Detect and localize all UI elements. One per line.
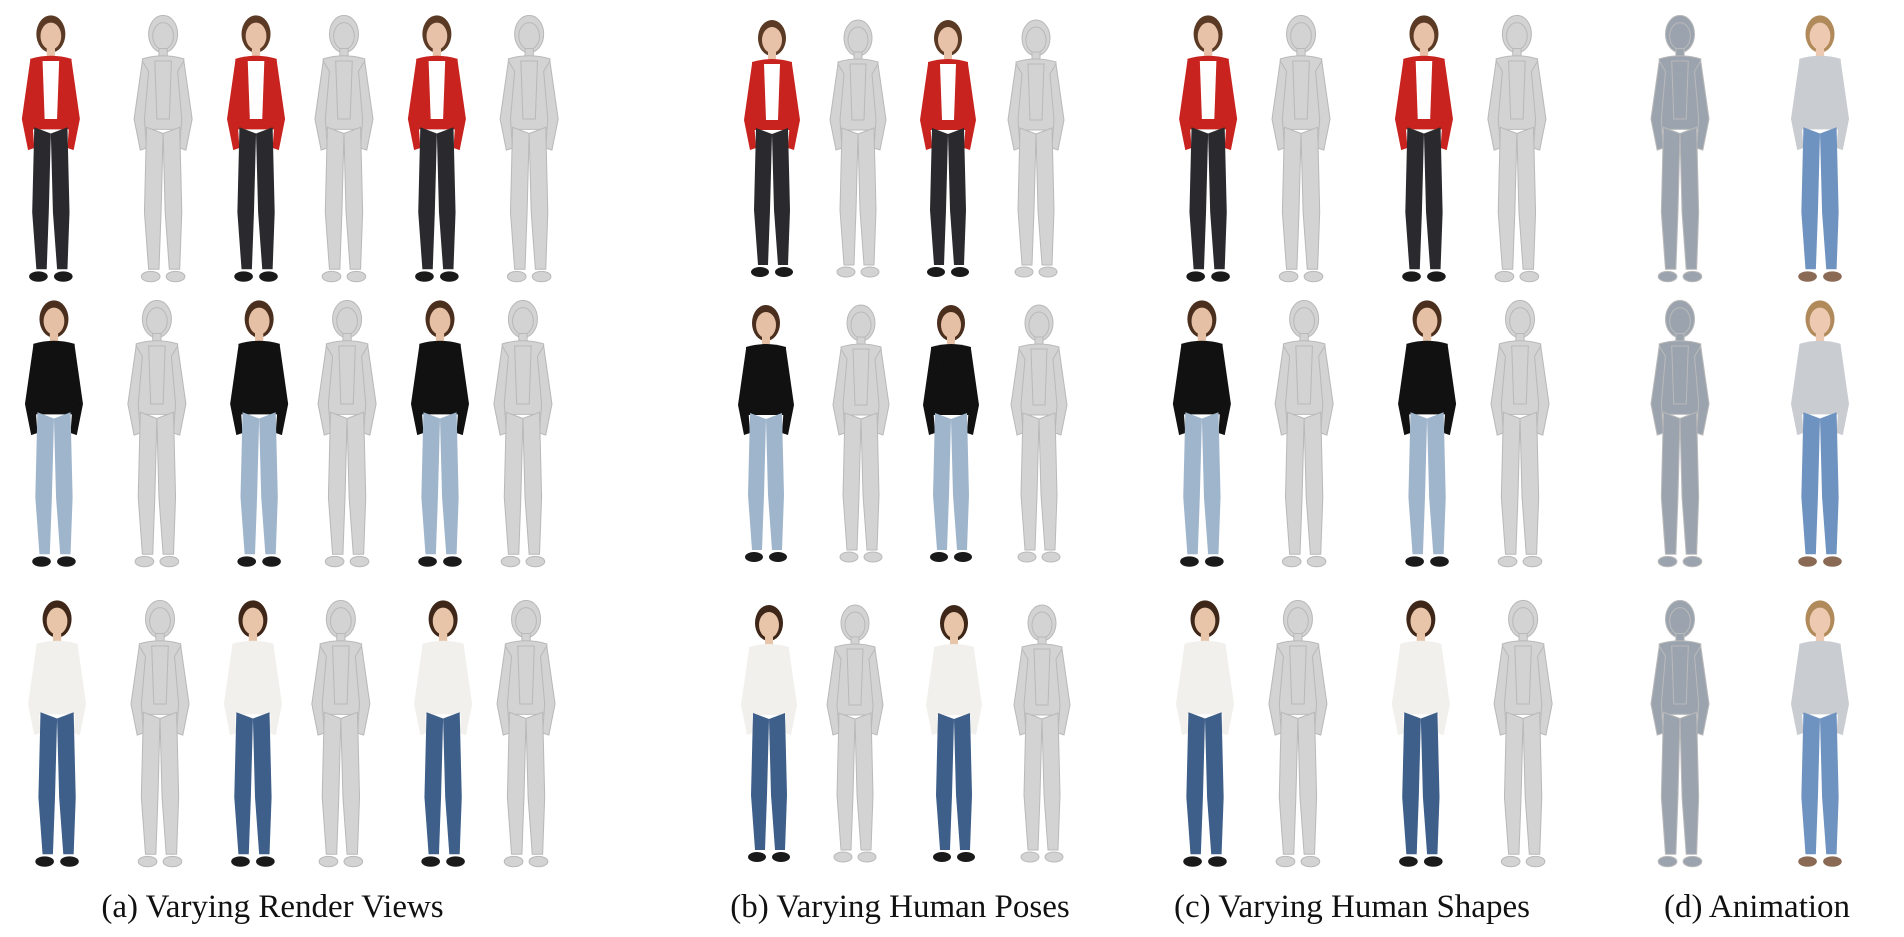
figure-mesh [290,590,400,875]
panel-varying-human-poses: (b) Varying Human Poses [710,0,1090,937]
figure-animated-avatar [1765,590,1875,875]
figure-animated-avatar [1765,5,1875,290]
figure-mesh [105,590,215,875]
panel-animation: (d) Animation [1610,0,1904,937]
figure-photo [900,5,1000,290]
figure-mesh [1465,5,1575,290]
caption-a: (a) Varying Render Views [101,889,444,925]
figure-mesh [1465,590,1575,875]
figure-mesh [808,590,908,875]
panel-varying-human-shapes: (c) Varying Human Shapes [1142,0,1562,937]
figure-mesh [1245,5,1355,290]
figure-smpl-body [1625,5,1735,290]
figure-mesh [290,290,400,575]
figure-photo [385,290,495,575]
figure-photo [200,5,310,290]
figure-mesh [808,290,908,575]
figure-animated-avatar [1765,290,1875,575]
figure-mesh [808,5,908,290]
figure-smpl-body [1625,290,1735,575]
figure-photo [1370,290,1480,575]
figure-mesh [990,590,1090,875]
caption-d: (d) Animation [1663,889,1851,925]
figure-photo [1150,5,1260,290]
figure-mesh [470,290,580,575]
caption-b: (b) Varying Human Poses [730,889,1070,925]
figure-photo [720,290,820,575]
figure-photo [1150,590,1260,875]
figure-photo [0,5,110,290]
figure-photo [0,290,110,575]
figure-photo [1150,290,1260,575]
figure-photo [1370,590,1480,875]
figure-photo [720,5,820,290]
figure-mesh [470,5,580,290]
figure-photo [385,590,495,875]
figure-photo [0,590,110,875]
figure-mesh [1245,290,1355,575]
caption-c: (c) Varying Human Shapes [1174,889,1530,925]
figure-photo [900,590,1000,875]
figure-mesh [470,590,580,875]
figure-photo [720,590,820,875]
figure-mesh [290,5,400,290]
figure-mesh [990,290,1090,575]
figure-photo [200,590,310,875]
panel-varying-render-views: (a) Varying Render Views [0,0,545,937]
figure-mesh [1245,590,1355,875]
figure-photo [900,290,1000,575]
figure-mesh [105,290,215,575]
figure-mesh [105,5,215,290]
figure-smpl-body [1625,590,1735,875]
figure-photo [200,290,310,575]
figure-mesh [990,5,1090,290]
figure-mesh [1465,290,1575,575]
figure-photo [1370,5,1480,290]
figure-photo [385,5,495,290]
